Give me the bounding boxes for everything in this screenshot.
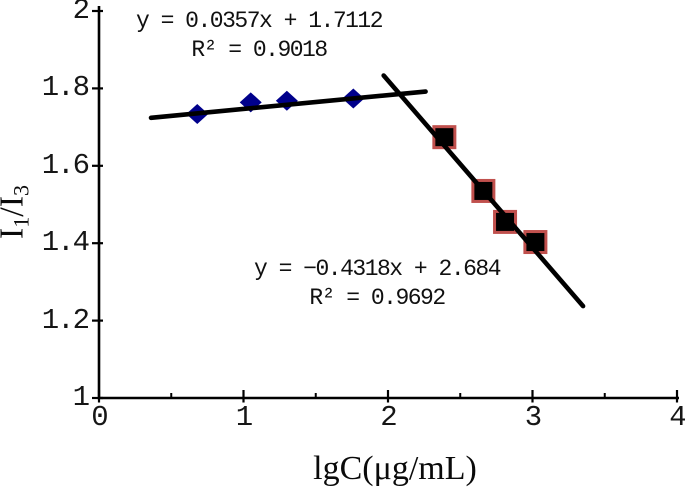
fit1-r2-text: R² = 0.9018 <box>191 37 328 63</box>
y-axis-title-base2: /I <box>0 195 31 217</box>
x-tick-label: 2 <box>380 401 397 434</box>
fit2-annotation: y = −0.4318x + 2.684 R² = 0.9692 <box>253 255 502 313</box>
fit1-equation-text: y = 0.0357x + 1.7112 <box>135 8 384 34</box>
y-tick-label: 1.4 <box>41 226 90 260</box>
x-tick-label: 0 <box>91 401 108 434</box>
y-tick-label: 1.2 <box>41 303 90 337</box>
x-tick-label: 1 <box>235 401 253 434</box>
trendline <box>381 73 586 309</box>
y-tick-label: 1.8 <box>41 71 90 105</box>
y-axis-title-sub1: 1 <box>8 216 34 228</box>
trendline <box>148 89 428 121</box>
square-marker <box>493 209 518 234</box>
y-axis-title-sub2: 3 <box>8 184 34 196</box>
y-tick-label: 1.6 <box>41 148 90 182</box>
fit1-annotation: y = 0.0357x + 1.7112 R² = 0.9018 <box>135 7 384 65</box>
x-tick-label: 3 <box>524 401 542 434</box>
fit2-equation-text: y = −0.4318x + 2.684 <box>253 256 502 282</box>
x-axis-title: lgC(μg/mL) <box>313 450 477 487</box>
fit2-r2-text: R² = 0.9692 <box>309 285 446 311</box>
y-tick-label: 1 <box>72 381 90 414</box>
y-tick-label: 2 <box>72 0 90 27</box>
x-tick-label: 4 <box>669 401 685 434</box>
